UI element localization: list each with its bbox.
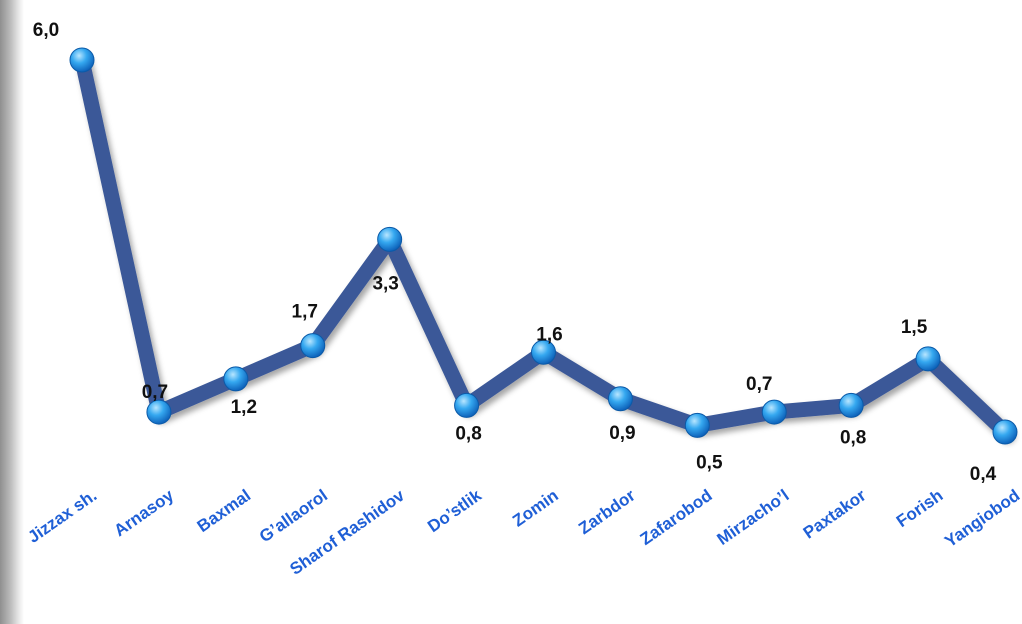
category-label: G’allaorol bbox=[256, 486, 331, 547]
category-label: Jizzax sh. bbox=[24, 486, 100, 547]
category-label: Arnasoy bbox=[111, 485, 178, 540]
data-label: 0,8 bbox=[840, 427, 866, 448]
category-label: Forish bbox=[893, 486, 946, 531]
data-label: 1,6 bbox=[536, 324, 562, 345]
data-label: 0,5 bbox=[696, 452, 723, 473]
data-point-marker bbox=[838, 392, 864, 418]
series-line-group bbox=[74, 52, 1013, 440]
data-point-marker bbox=[377, 226, 403, 252]
data-label: 0,9 bbox=[609, 423, 635, 444]
data-label: 0,7 bbox=[142, 382, 168, 403]
marker-group bbox=[69, 47, 1018, 445]
data-label: 1,5 bbox=[901, 317, 928, 338]
data-label-group: 6,0 0,7 1,2 1,7 3,3 0,8 1,6 0,9 0,5 0,7 0,8 1,5 0,4 bbox=[33, 20, 997, 485]
category-label: Do’stlik bbox=[424, 485, 485, 536]
category-label: Zarbdor bbox=[575, 485, 639, 538]
data-point-marker bbox=[761, 399, 787, 425]
data-label: 3,3 bbox=[372, 273, 398, 294]
data-point-marker bbox=[684, 412, 710, 438]
data-label: 0,7 bbox=[746, 374, 772, 395]
data-point-marker bbox=[223, 366, 249, 392]
data-label: 1,2 bbox=[231, 397, 257, 418]
data-point-marker bbox=[607, 386, 633, 412]
data-point-marker bbox=[300, 333, 326, 359]
data-label: 0,4 bbox=[970, 464, 997, 485]
data-point-marker bbox=[915, 346, 941, 372]
data-point-marker bbox=[992, 419, 1018, 445]
data-label: 1,7 bbox=[292, 302, 318, 323]
category-label: Mirzacho’l bbox=[714, 486, 793, 549]
data-label: 6,0 bbox=[33, 20, 59, 41]
category-label: Zafarobod bbox=[637, 486, 716, 549]
left-edge-shading bbox=[0, 0, 24, 624]
category-label: Zomin bbox=[509, 486, 562, 531]
data-point-marker bbox=[146, 399, 172, 425]
category-label-group: Jizzax sh. Arnasoy Baxmal G’allaorolSharof … bbox=[24, 485, 1022, 578]
data-point-marker bbox=[69, 47, 95, 73]
data-label: 0,8 bbox=[455, 423, 481, 444]
data-point-marker bbox=[531, 339, 556, 365]
category-label: Baxmal bbox=[194, 486, 254, 536]
category-label: Yangiobod bbox=[941, 486, 1022, 551]
data-point-marker bbox=[454, 392, 480, 418]
series-line bbox=[74, 52, 1013, 440]
category-label: Paxtakor bbox=[800, 485, 870, 542]
